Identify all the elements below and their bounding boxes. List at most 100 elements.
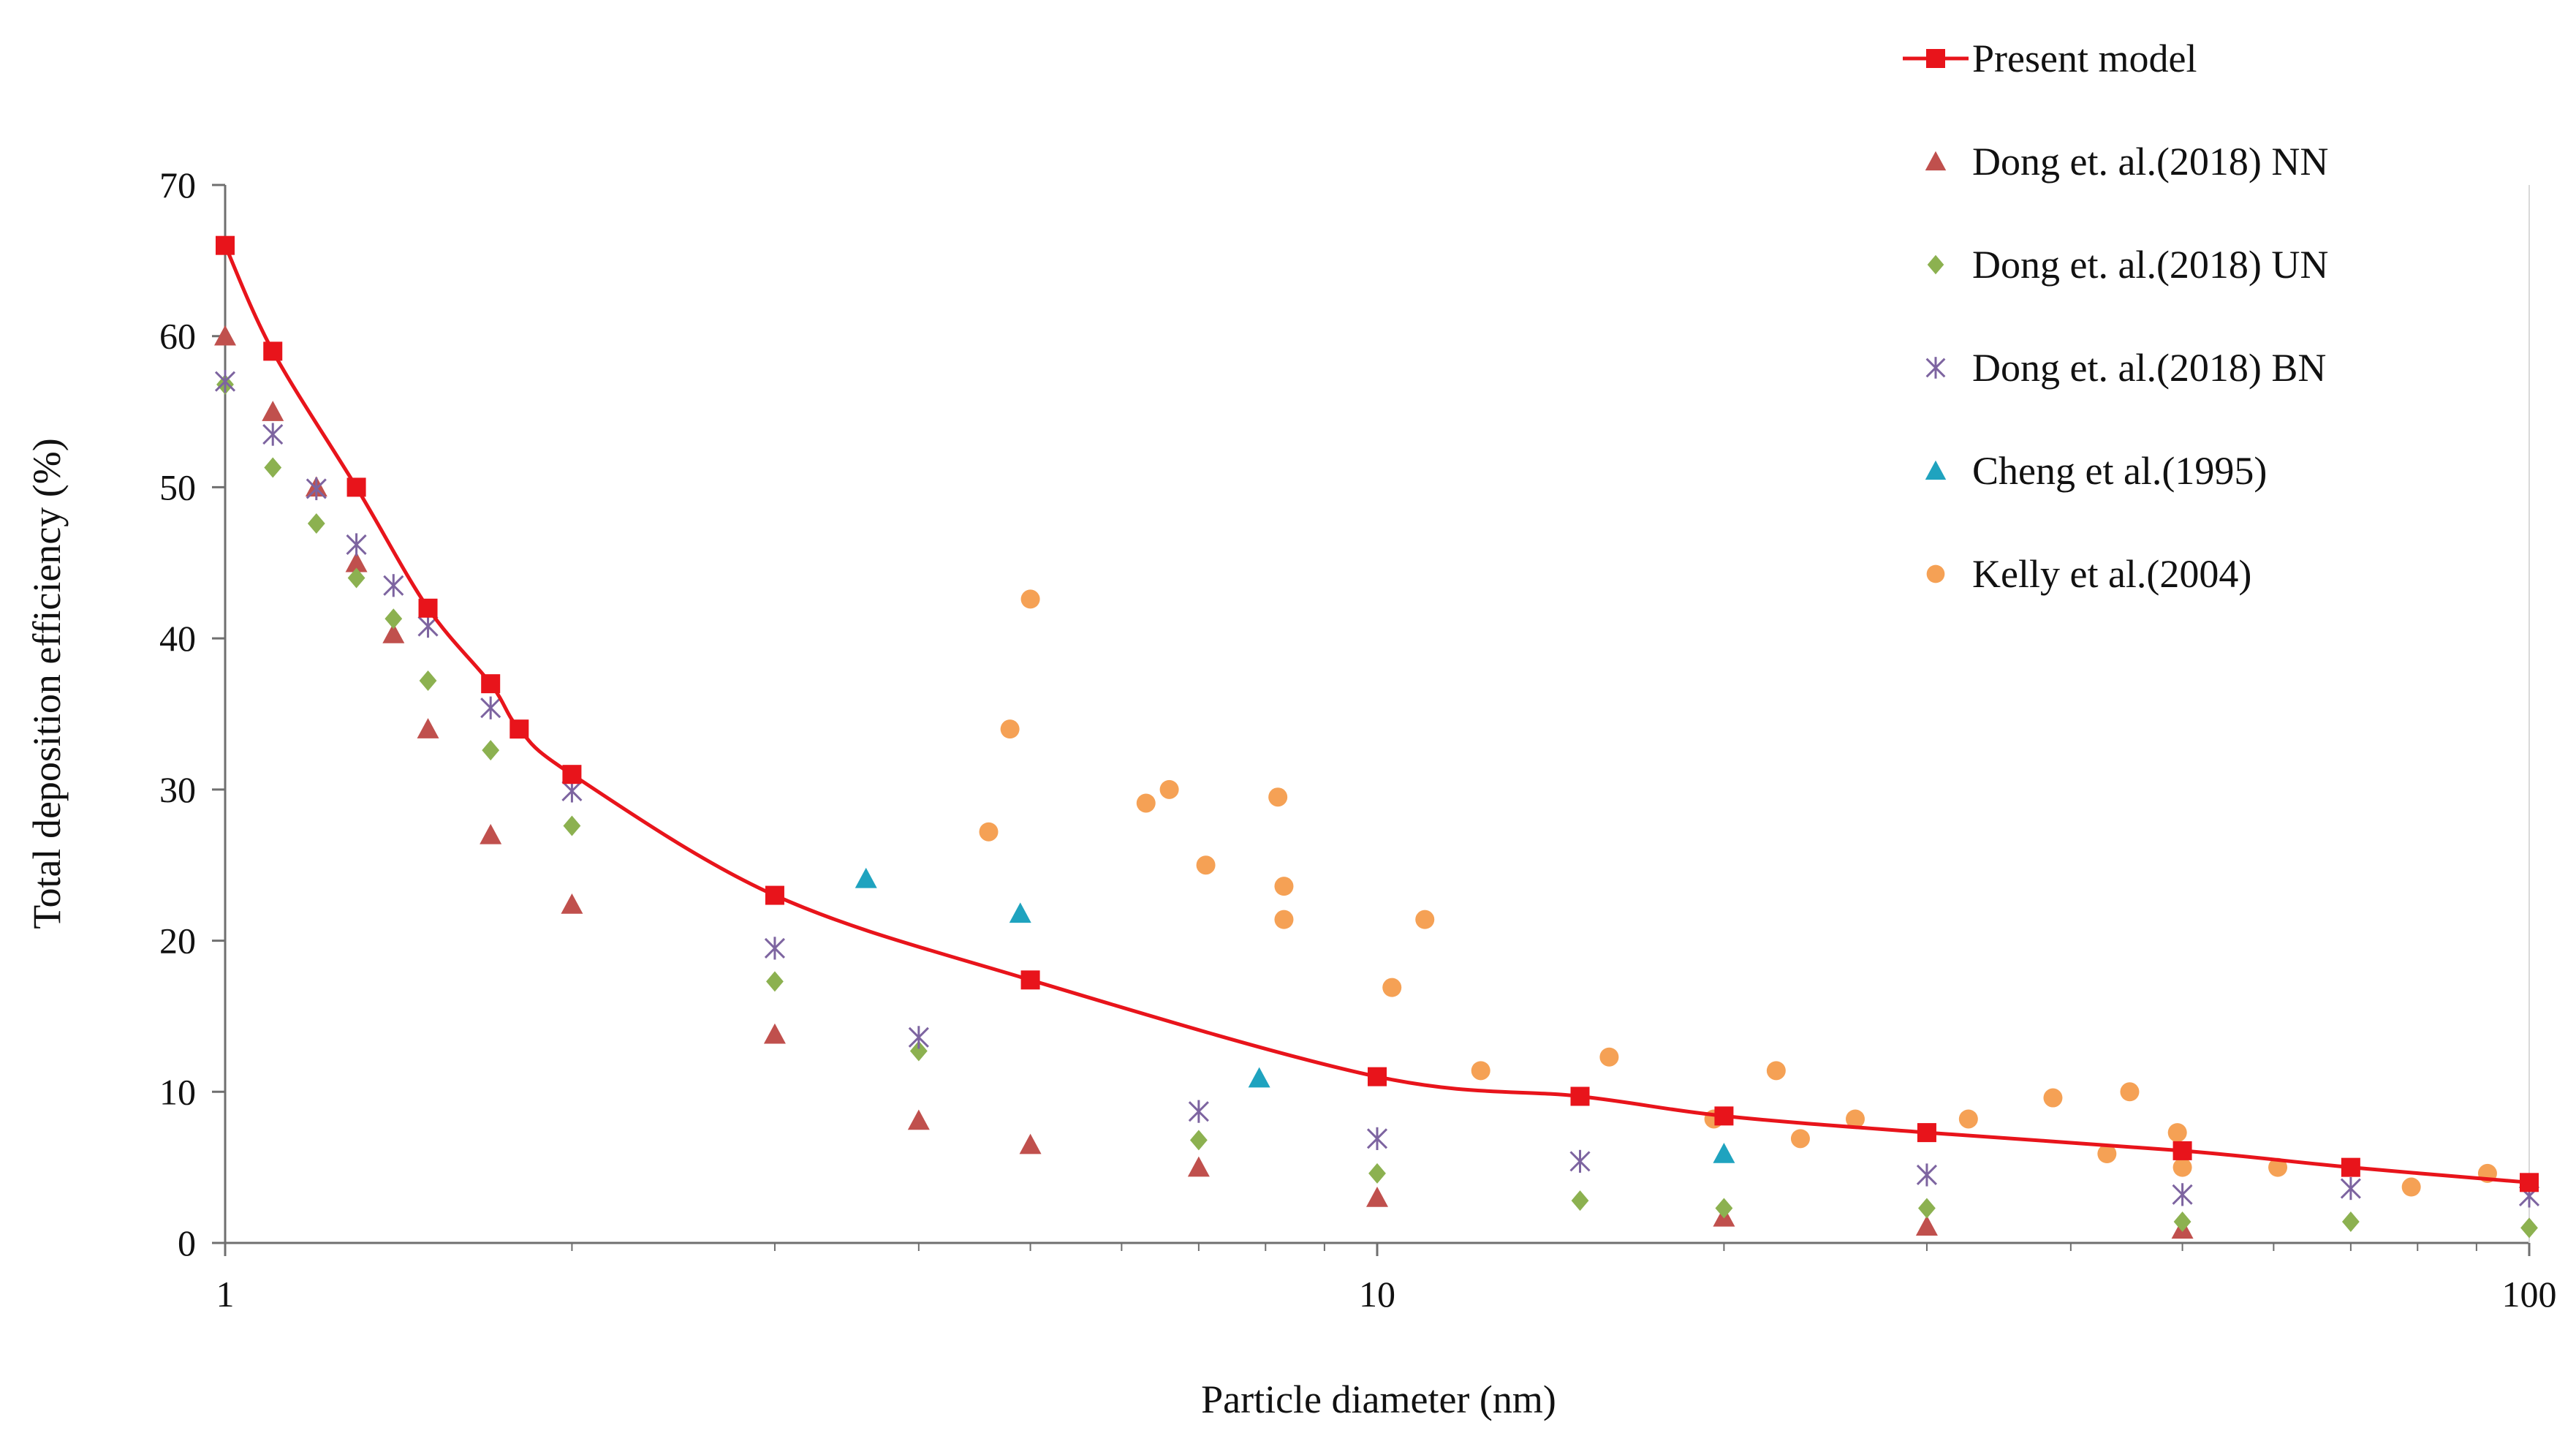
data-point xyxy=(1368,1067,1387,1086)
data-point xyxy=(263,341,283,361)
data-point xyxy=(1368,1163,1386,1184)
data-point xyxy=(562,765,582,785)
series-dong-et-al-2018-bn xyxy=(214,370,2540,1208)
data-point xyxy=(509,719,529,739)
x-tick-label: 100 xyxy=(2502,1274,2557,1315)
data-point xyxy=(1766,1061,1786,1081)
data-point xyxy=(2172,1183,2193,1206)
data-point xyxy=(345,551,368,572)
data-point xyxy=(2120,1082,2140,1102)
data-point xyxy=(2097,1144,2117,1164)
data-point xyxy=(2043,1088,2063,1108)
data-point xyxy=(765,885,784,905)
data-point xyxy=(561,893,583,914)
data-point xyxy=(1571,1190,1589,1211)
data-point xyxy=(216,235,235,255)
data-point xyxy=(262,401,284,421)
data-point xyxy=(1916,1163,1938,1187)
data-point xyxy=(1790,1129,1810,1149)
data-point xyxy=(1366,1127,1388,1150)
data-point xyxy=(2167,1123,2187,1143)
data-point xyxy=(346,477,366,497)
series-dong-et-al-2018-un xyxy=(216,374,2538,1239)
x-tick-label: 1 xyxy=(216,1274,235,1315)
data-point xyxy=(979,822,999,842)
y-tick-label: 70 xyxy=(159,165,196,205)
data-point xyxy=(1599,1047,1619,1067)
data-point xyxy=(1274,877,1294,896)
legend-swatch xyxy=(1926,564,1945,583)
data-point xyxy=(307,513,325,534)
data-point xyxy=(1248,1067,1270,1088)
data-point xyxy=(1917,1123,1936,1143)
data-point xyxy=(384,608,403,630)
data-point xyxy=(347,567,365,589)
data-point xyxy=(1382,978,1402,997)
data-point xyxy=(1366,1186,1388,1207)
data-point xyxy=(1845,1109,1865,1129)
data-point xyxy=(1020,970,1040,990)
data-point xyxy=(214,325,236,346)
legend-item-kelly-et-al-2004: Kelly et al.(2004) xyxy=(1926,552,2251,596)
data-point xyxy=(2268,1157,2288,1177)
data-point xyxy=(346,533,367,556)
y-tick-label: 10 xyxy=(159,1071,196,1112)
series-line-present-model xyxy=(223,244,2530,1184)
data-point xyxy=(907,1109,930,1130)
legend-item-present-model: Present model xyxy=(1903,37,2197,80)
y-tick-label: 50 xyxy=(159,466,196,507)
legend-item-dong-et-al-2018-nn: Dong et. al.(2018) NN xyxy=(1925,140,2328,184)
data-point xyxy=(2401,1177,2421,1197)
data-point xyxy=(1268,787,1288,807)
data-point xyxy=(563,815,581,836)
legend: Present model Dong et. al.(2018) NN Dong e… xyxy=(1903,37,2328,596)
data-point xyxy=(382,622,405,643)
data-point xyxy=(2520,1173,2539,1192)
legend-swatch xyxy=(1926,49,1945,68)
data-point xyxy=(1188,1100,1209,1123)
data-point xyxy=(1136,793,1156,813)
data-point xyxy=(766,971,784,992)
data-point xyxy=(417,718,439,738)
data-point xyxy=(1020,589,1040,609)
x-tick-label: 10 xyxy=(1359,1274,1395,1315)
data-point xyxy=(419,670,437,692)
data-point xyxy=(481,674,501,694)
data-point xyxy=(306,477,327,501)
data-point xyxy=(1187,1156,1210,1177)
data-point xyxy=(908,1026,929,1049)
series-present-model xyxy=(216,235,2539,1192)
data-point xyxy=(2520,1217,2538,1239)
data-point xyxy=(1274,910,1294,929)
data-point xyxy=(1019,1133,1042,1154)
legend-label: Dong et. al.(2018) NN xyxy=(1972,140,2328,184)
legend-swatch xyxy=(1927,254,1944,275)
data-point xyxy=(1570,1086,1590,1106)
legend-label: Present model xyxy=(1972,37,2197,80)
y-tick-label: 60 xyxy=(159,316,196,357)
legend-label: Dong et. al.(2018) BN xyxy=(1972,346,2326,390)
x-axis-title: Particle diameter (nm) xyxy=(1201,1377,1556,1421)
data-point xyxy=(763,1023,786,1044)
data-point xyxy=(262,423,284,446)
legend-swatch xyxy=(1925,357,1946,379)
series-dong-et-al-2018-nn xyxy=(214,325,2194,1239)
data-point xyxy=(2173,1211,2192,1233)
data-point xyxy=(909,1040,928,1062)
y-tick-label: 20 xyxy=(159,921,196,961)
data-point xyxy=(2341,1157,2360,1177)
legend-item-dong-et-al-2018-bn: Dong et. al.(2018) BN xyxy=(1925,346,2326,390)
data-point xyxy=(1713,1143,1735,1163)
data-point xyxy=(214,370,236,393)
y-tick-label: 0 xyxy=(178,1222,196,1263)
data-point xyxy=(2172,1141,2192,1160)
legend-label: Dong et. al.(2018) UN xyxy=(1972,243,2328,287)
data-point xyxy=(1714,1106,1734,1126)
y-tick-label: 30 xyxy=(159,769,196,810)
data-point xyxy=(2172,1157,2192,1177)
legend-label: Kelly et al.(2004) xyxy=(1972,552,2251,596)
series-cheng-et-al-1995 xyxy=(855,867,1735,1163)
data-point xyxy=(1471,1061,1490,1081)
data-point xyxy=(1569,1149,1591,1173)
